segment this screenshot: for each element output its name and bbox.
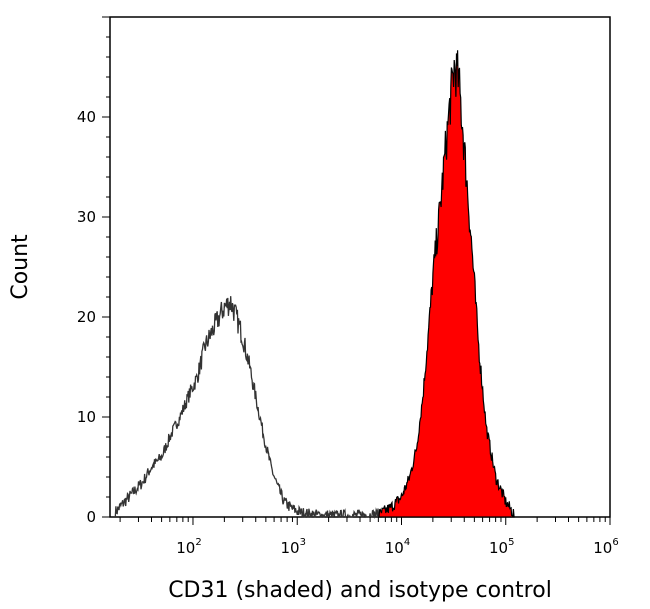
x-tick-label: 106 [593,537,618,557]
y-axis-label: Count [8,234,33,300]
x-tick-exponent: 4 [404,537,410,548]
x-tick-label: 104 [385,537,410,557]
x-tick-exponent: 3 [300,537,306,548]
series-layer [114,50,515,520]
x-tick-base: 10 [593,539,612,557]
x-tick-base: 10 [385,539,404,557]
cd31-histogram [378,50,515,518]
x-tick-base: 10 [176,539,195,557]
x-tick-exponent: 2 [195,537,201,548]
x-tick-exponent: 6 [612,537,618,548]
x-axis: 102 103 104 105 106 [119,517,619,557]
y-tick-label: 40 [77,108,96,126]
x-tick-base: 10 [489,539,508,557]
y-tick-label: 10 [77,408,96,426]
x-tick-label: 103 [280,537,305,557]
x-tick-label: 102 [176,537,201,557]
y-tick-label: 30 [77,208,96,226]
y-tick-label: 20 [77,308,96,326]
y-axis: 0 10 20 30 40 [77,16,110,526]
isotype-control-histogram [114,296,386,520]
y-tick-label: 0 [86,508,96,526]
x-tick-base: 10 [280,539,299,557]
plot-frame [109,16,611,518]
x-tick-label: 105 [489,537,514,557]
x-axis-label: CD31 (shaded) and isotype control [168,578,552,603]
x-tick-exponent: 5 [508,537,514,548]
